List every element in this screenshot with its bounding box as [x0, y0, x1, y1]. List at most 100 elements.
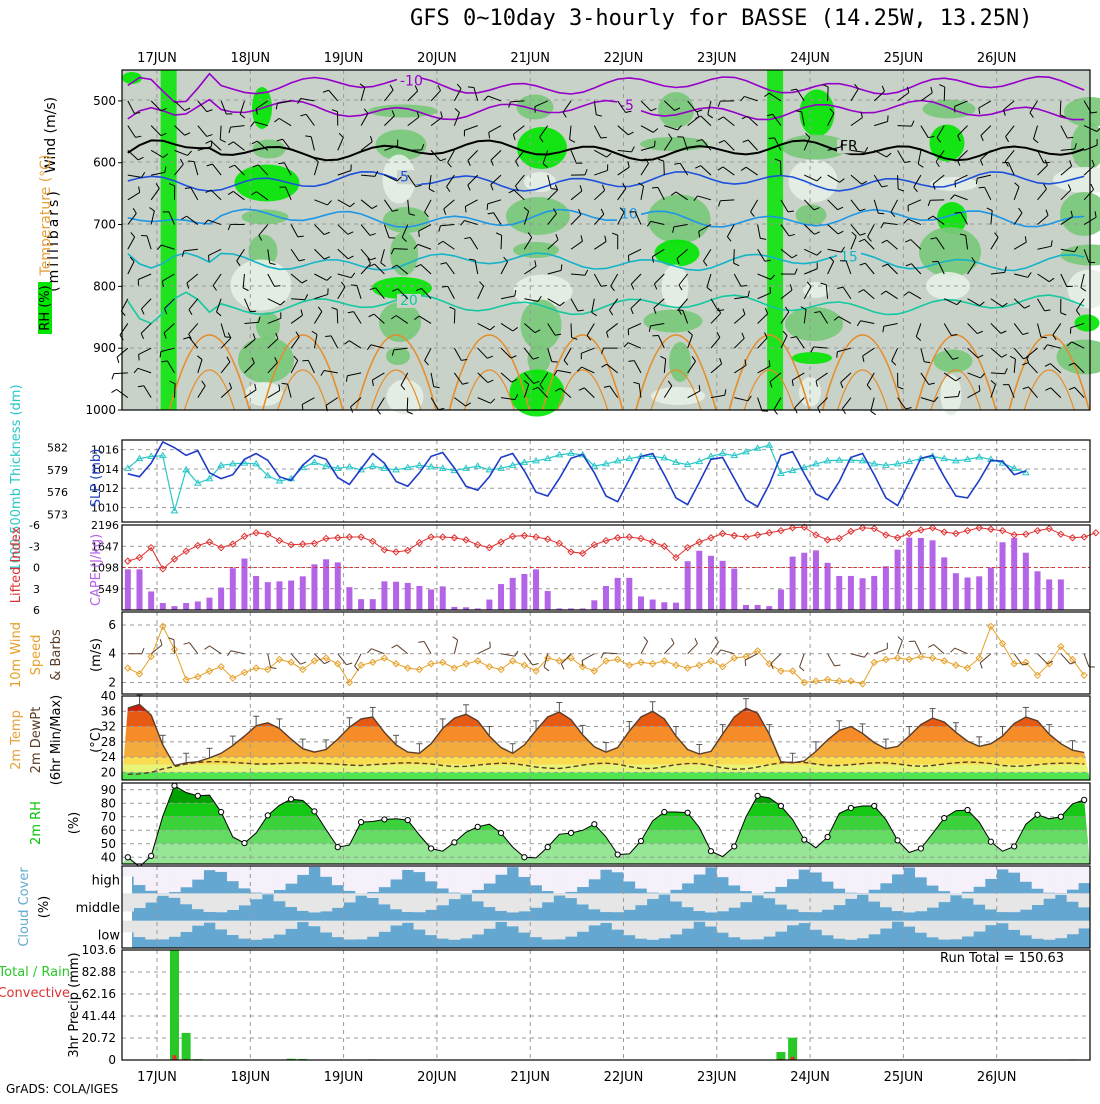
cape-bar [731, 569, 737, 610]
precip-axis-label-2: Convective [0, 986, 70, 1001]
cloud-clear-block [379, 893, 391, 904]
cloud-axis-units: (%) [37, 896, 52, 919]
li-tick-label: -6 [29, 519, 40, 532]
cloud-clear-block [833, 866, 845, 889]
cloud-clear-block [414, 893, 426, 912]
cloud-clear-block [554, 866, 566, 893]
cloud-clear-block [763, 893, 775, 898]
cloud-clear-block [612, 866, 624, 872]
cape-bar [930, 540, 936, 610]
cape-bar [918, 538, 924, 610]
wind-tick-label: 6 [108, 618, 116, 632]
cloud-clear-block [868, 893, 880, 901]
cloud-clear-block [798, 893, 810, 912]
wind-barb [134, 113, 140, 114]
cloud-clear-block [367, 893, 379, 898]
wind-barb [139, 354, 140, 360]
cloud-clear-block [332, 921, 344, 937]
cloud-clear-block [577, 921, 589, 932]
surface-wind-barb [1084, 654, 1089, 667]
surface-wind-barb [851, 654, 865, 658]
cloud-clear-block [857, 893, 869, 894]
cloud-layer-label: high [92, 874, 120, 889]
cloud-clear-block [122, 893, 134, 911]
temp-band [122, 765, 1090, 773]
cloud-clear-block [332, 893, 344, 908]
sounding-rh-label: RH (%) [38, 285, 53, 330]
rh-tick-label: 80 [101, 796, 116, 810]
wind-barb [117, 357, 119, 363]
rh-point [382, 817, 387, 822]
rh-point [918, 846, 923, 851]
temp-tick-label: 40 [101, 689, 116, 703]
cape-bar [801, 553, 807, 610]
wind-barb [898, 175, 899, 189]
cloud-clear-block [355, 893, 367, 895]
li-axis-label: Lifted Index [9, 526, 24, 603]
temp-band [122, 772, 1090, 780]
precip-axis-units: 3hr Precip (mm) [67, 952, 82, 1057]
surface-wind-barb [950, 648, 954, 652]
cloud-clear-block [915, 893, 927, 911]
cloud-clear-block [169, 921, 181, 937]
cape-panel [122, 524, 1099, 610]
rh-patch [644, 310, 703, 333]
cloud-clear-block [414, 921, 426, 930]
precip-total-bar [170, 950, 179, 1060]
date-label-top: 23JUN [697, 51, 737, 66]
cloud-clear-block [495, 893, 507, 911]
date-label-top: 20JUN [417, 51, 457, 66]
cape-bar [253, 576, 259, 610]
cape-bar [486, 600, 492, 610]
pressure-tick-label: 1000 [85, 403, 116, 417]
wind-tick-label: 2 [108, 675, 116, 689]
rh-patch [789, 160, 838, 203]
date-label-bottom: 23JUN [697, 1070, 737, 1085]
wind-barb [442, 286, 448, 287]
cloud-clear-block [530, 921, 542, 938]
cape-bar [440, 586, 446, 610]
wind-barb [871, 411, 876, 414]
temp-axis-label-3: (6hr Min/Max) [49, 695, 64, 785]
wind-barb [325, 336, 331, 337]
cloud-clear-block [1032, 921, 1044, 939]
cloud-clear-block [915, 866, 927, 877]
surface-wind-barb [561, 664, 564, 669]
cloud-clear-block [227, 921, 239, 935]
cloud-clear-block [285, 866, 297, 884]
date-label-top: 25JUN [884, 51, 924, 66]
cloud-clear-block [344, 866, 356, 891]
cloud-clear-block [623, 893, 635, 909]
wind-barb [898, 126, 912, 127]
cape-bar [626, 578, 632, 610]
cloud-clear-block [344, 893, 356, 902]
precip-tick-label: 82.88 [82, 965, 116, 979]
precip-tick-label: 103.6 [82, 943, 116, 957]
cloud-clear-block [262, 893, 274, 894]
cloud-clear-block [519, 866, 531, 877]
cloud-clear-block [402, 921, 414, 923]
cape-bar [883, 566, 889, 610]
rh-patch [238, 337, 294, 383]
surface-wind-barb [582, 654, 594, 661]
cape-bar [521, 574, 527, 610]
cloud-clear-block [309, 893, 321, 912]
surface-wind-barb [717, 650, 721, 655]
wind-barb [501, 235, 502, 249]
rh-point [778, 803, 783, 808]
rh-point [428, 846, 433, 851]
wind-barb [454, 309, 455, 323]
temp-band [122, 696, 1090, 711]
surface-wind-barb [338, 654, 347, 665]
rh-patch [800, 90, 835, 137]
cloud-clear-block [973, 866, 985, 887]
cloud-clear-block [903, 921, 915, 927]
date-label-bottom: 22JUN [604, 1070, 644, 1085]
wind-barb [664, 161, 665, 175]
date-label-top: 21JUN [510, 51, 550, 66]
cape-bar [895, 550, 901, 610]
precip-total-bar [776, 1052, 785, 1060]
cloud-clear-block [542, 893, 554, 902]
cloud-clear-block [180, 866, 192, 887]
surface-wind-barb [644, 637, 648, 642]
